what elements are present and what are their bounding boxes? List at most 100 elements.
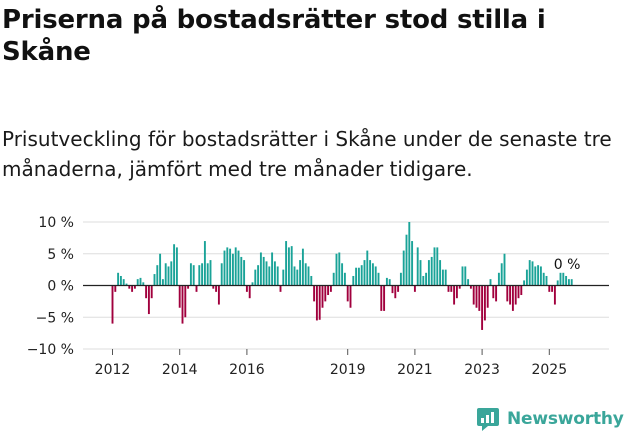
- bar: [307, 266, 310, 286]
- bar: [173, 244, 176, 286]
- bar: [203, 241, 206, 286]
- bar: [313, 285, 316, 302]
- bar: [122, 279, 125, 286]
- y-tick-label: 10 %: [38, 215, 74, 231]
- x-tick-label: 2025: [531, 362, 567, 378]
- brand-logo[interactable]: Newsworthy: [476, 407, 624, 431]
- bar: [346, 285, 349, 302]
- bar: [559, 272, 562, 286]
- bar: [265, 261, 268, 286]
- bar: [433, 247, 436, 286]
- bar: [495, 285, 498, 302]
- bar: [565, 275, 568, 286]
- bar: [276, 266, 279, 286]
- bar: [416, 247, 419, 286]
- bar: [198, 265, 201, 286]
- bar: [293, 266, 296, 286]
- bar: [514, 285, 517, 305]
- bar: [503, 253, 506, 286]
- bar: [475, 285, 478, 308]
- bar: [363, 260, 366, 286]
- bar: [156, 265, 159, 286]
- bar: [296, 269, 299, 286]
- bar: [528, 260, 531, 286]
- bar: [447, 285, 450, 292]
- bar: [548, 285, 551, 292]
- bar: [391, 285, 394, 294]
- bar: [567, 279, 570, 286]
- bar: [145, 285, 148, 299]
- newsworthy-logo-icon: [477, 408, 499, 431]
- bar: [285, 241, 288, 286]
- bar: [520, 285, 523, 296]
- bar: [229, 248, 232, 286]
- bar: [419, 260, 422, 286]
- bar: [231, 253, 234, 286]
- bar: [259, 252, 262, 286]
- bar: [537, 265, 540, 286]
- bar: [262, 256, 265, 286]
- bar: [161, 279, 164, 286]
- bar: [192, 265, 195, 286]
- x-tick-label: 2012: [95, 362, 131, 378]
- bar: [304, 263, 307, 286]
- bar: [408, 222, 411, 286]
- chart-title: Priserna på bostadsrätter stod stilla i …: [2, 5, 546, 67]
- bar: [427, 260, 430, 286]
- bar: [343, 272, 346, 286]
- bar: [254, 269, 257, 286]
- bar: [397, 285, 400, 292]
- bar: [114, 285, 117, 292]
- bar: [167, 266, 170, 286]
- bar: [425, 272, 428, 286]
- bar: [240, 256, 243, 286]
- bar: [349, 285, 352, 308]
- bar: [327, 285, 330, 296]
- bar: [481, 285, 484, 330]
- bar: [117, 272, 120, 286]
- bar: [413, 285, 416, 292]
- bar: [357, 267, 360, 286]
- bar: [279, 285, 282, 292]
- bar: [153, 274, 156, 286]
- bar: [164, 263, 167, 286]
- bar: [388, 279, 391, 286]
- bar: [237, 250, 240, 286]
- brand-name: Newsworthy: [507, 409, 624, 429]
- bar: [377, 272, 380, 286]
- bar: [248, 285, 251, 299]
- bar: [534, 266, 537, 286]
- bar: [439, 260, 442, 286]
- bar: [464, 266, 467, 286]
- bar: [500, 263, 503, 286]
- bar: [321, 285, 324, 308]
- bar: [220, 263, 223, 286]
- bar: [299, 260, 302, 286]
- x-tick-label: 2016: [229, 362, 265, 378]
- bar: [523, 280, 526, 286]
- bar: [131, 285, 134, 292]
- x-tick-label: 2014: [162, 362, 198, 378]
- bar: [360, 265, 363, 286]
- x-tick-label: 2023: [464, 362, 500, 378]
- bar: [506, 285, 509, 302]
- bar: [405, 234, 408, 286]
- bar: [525, 269, 528, 286]
- bar: [223, 250, 226, 286]
- bar: [187, 285, 190, 289]
- y-tick-label: 5 %: [47, 247, 74, 263]
- bar: [301, 248, 304, 286]
- bar: [422, 275, 425, 286]
- bar: [556, 280, 559, 286]
- y-tick-label: −5 %: [36, 310, 74, 326]
- bar: [383, 285, 386, 311]
- bar: [170, 261, 173, 286]
- bar: [450, 285, 453, 292]
- bar: [245, 285, 248, 292]
- bar: [402, 250, 405, 286]
- bar: [215, 285, 218, 292]
- bar: [486, 285, 489, 308]
- bar: [257, 265, 260, 286]
- bar: [444, 269, 447, 286]
- bar: [369, 260, 372, 286]
